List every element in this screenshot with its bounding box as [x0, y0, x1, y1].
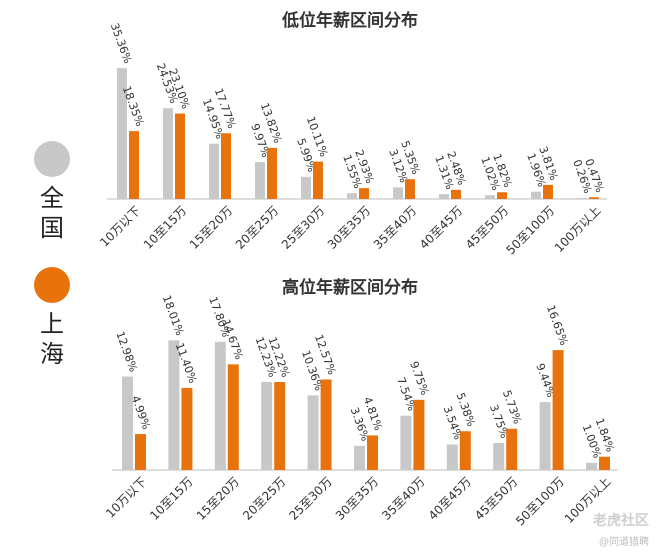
bar-national: [439, 194, 449, 199]
bar-national: [163, 108, 173, 199]
bar-shanghai: [181, 387, 193, 470]
x-tick-label: 20至25万: [240, 474, 288, 522]
watermark-sub: @同道猎聘: [598, 537, 649, 548]
data-label: 12.98%: [113, 330, 140, 374]
bar-national: [255, 162, 265, 199]
bar-national: [354, 445, 365, 470]
bar-national: [307, 395, 319, 470]
chart-title: 高位年薪区间分布: [282, 277, 418, 297]
bar-shanghai: [129, 131, 139, 199]
bar-shanghai: [175, 113, 185, 199]
x-tick-label: 10万以下: [103, 474, 149, 520]
bar-national: [393, 187, 403, 199]
x-tick-label: 35至40万: [379, 474, 427, 522]
x-tick-label: 10至15万: [141, 203, 189, 251]
bar-national: [347, 193, 357, 199]
bar-shanghai: [552, 350, 564, 470]
bar-shanghai: [543, 184, 553, 199]
watermark-main: 老虎社区: [593, 512, 649, 528]
x-tick-label: 40至45万: [417, 203, 465, 251]
bar-shanghai: [413, 399, 425, 470]
legend-swatch-shanghai: [34, 267, 70, 303]
x-tick-label: 50至100万: [503, 203, 557, 257]
x-tick-label: 15至20万: [187, 203, 235, 251]
x-tick-label: 25至30万: [286, 474, 334, 522]
x-tick-label: 50至100万: [513, 474, 567, 528]
bar-national: [261, 381, 273, 470]
bar-national: [214, 341, 226, 470]
bar-national: [209, 143, 219, 199]
bar-national: [485, 195, 495, 199]
legend-label-shanghai: 上海: [40, 310, 64, 368]
x-tick-label: 35至40万: [371, 203, 419, 251]
chart-title: 低位年薪区间分布: [281, 10, 418, 30]
bar-shanghai: [227, 364, 239, 470]
bar-shanghai: [405, 179, 415, 199]
data-label: 16.65%: [544, 303, 571, 347]
x-tick-label: 20至25万: [233, 203, 281, 251]
bar-national: [577, 198, 587, 199]
x-tick-label: 100万以上: [552, 203, 604, 255]
bar-shanghai: [459, 431, 471, 470]
data-label: 18.01%: [160, 293, 187, 337]
x-tick-label: 45至50万: [463, 203, 511, 251]
x-tick-label: 45至50万: [472, 474, 520, 522]
data-label: 35.36%: [108, 21, 135, 65]
bar-shanghai: [359, 188, 369, 199]
bar-shanghai: [506, 428, 518, 470]
x-tick-label: 30至35万: [333, 474, 381, 522]
bar-shanghai: [589, 197, 599, 199]
legend-label-national: 全国: [40, 184, 64, 242]
bar-national: [168, 340, 180, 470]
x-tick-label: 25至30万: [279, 203, 327, 251]
bar-national: [531, 191, 541, 199]
bar-shanghai: [221, 133, 231, 199]
bar-shanghai: [267, 147, 277, 199]
bar-national: [400, 415, 412, 470]
x-tick-label: 40至45万: [426, 474, 474, 522]
bar-shanghai: [367, 435, 378, 470]
legend-swatch-national: [34, 141, 70, 177]
bar-national: [493, 443, 505, 470]
bar-shanghai: [274, 382, 286, 470]
bar-national: [586, 462, 597, 470]
bar-national: [539, 402, 551, 470]
bar-shanghai: [599, 456, 610, 470]
bar-shanghai: [135, 434, 146, 470]
bar-national: [446, 444, 458, 470]
bar-shanghai: [497, 192, 507, 199]
x-tick-label: 10万以下: [97, 203, 143, 249]
x-tick-label: 10至15万: [147, 474, 195, 522]
x-tick-label: 15至20万: [194, 474, 242, 522]
bar-national: [301, 176, 311, 199]
bar-national: [117, 68, 127, 199]
bar-national: [122, 376, 133, 470]
bar-shanghai: [451, 189, 461, 199]
bar-shanghai: [313, 161, 323, 199]
bar-shanghai: [320, 379, 332, 470]
x-tick-label: 30至35万: [325, 203, 373, 251]
